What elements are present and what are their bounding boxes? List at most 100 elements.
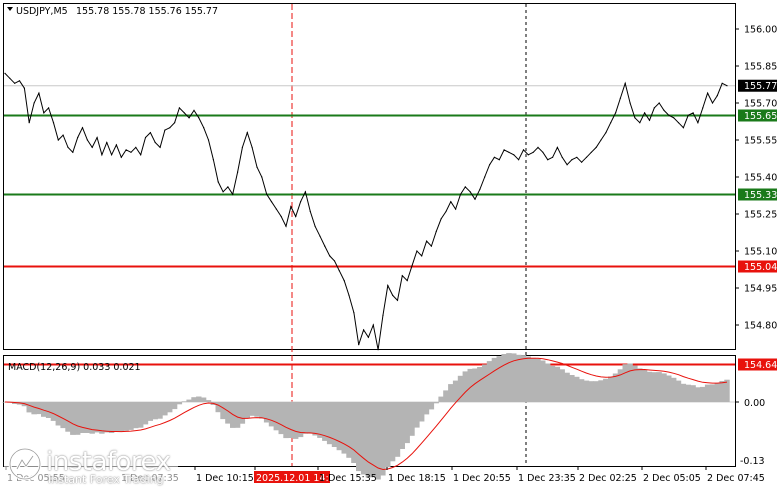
macd-bar bbox=[152, 402, 158, 420]
macd-bar bbox=[225, 402, 231, 424]
price-point bbox=[57, 139, 59, 141]
macd-bar bbox=[133, 402, 139, 429]
macd-bar bbox=[26, 402, 32, 413]
price-point bbox=[164, 129, 166, 131]
price-point bbox=[169, 127, 171, 129]
macd-bar bbox=[365, 402, 372, 478]
price-point bbox=[513, 154, 515, 156]
price-point bbox=[338, 270, 340, 272]
price-point bbox=[648, 119, 651, 121]
macd-bar bbox=[249, 402, 255, 416]
price-point bbox=[188, 117, 190, 119]
price-point bbox=[668, 114, 670, 116]
symbol-menu-icon[interactable] bbox=[7, 7, 13, 11]
macd-bar bbox=[438, 396, 444, 402]
price-point bbox=[392, 294, 394, 296]
macd-bar bbox=[583, 380, 590, 402]
macd-bar bbox=[268, 402, 275, 427]
price-axis-label: 155.25 bbox=[744, 210, 777, 221]
price-point bbox=[571, 159, 573, 161]
price-point bbox=[125, 149, 127, 151]
price-point bbox=[14, 82, 16, 84]
macd-bar bbox=[617, 369, 624, 402]
macd-bar bbox=[685, 384, 691, 402]
macd-bar bbox=[588, 381, 594, 402]
price-point bbox=[677, 122, 680, 124]
macd-bar bbox=[501, 354, 507, 402]
macd-bar bbox=[104, 402, 110, 433]
price-point bbox=[455, 208, 457, 210]
price-point bbox=[101, 154, 103, 156]
price-point bbox=[358, 344, 360, 346]
macd-bar bbox=[317, 402, 323, 438]
macd-bar bbox=[443, 390, 449, 402]
price-point bbox=[493, 156, 495, 158]
price-point bbox=[120, 156, 122, 158]
macd-bar bbox=[525, 356, 531, 402]
price-point bbox=[149, 132, 151, 134]
price-point bbox=[590, 151, 592, 153]
price-point bbox=[522, 149, 525, 151]
price-point bbox=[222, 191, 224, 193]
price-point bbox=[639, 122, 641, 124]
price-point bbox=[38, 92, 40, 94]
price-point bbox=[561, 156, 563, 158]
macd-bar bbox=[622, 364, 628, 402]
macd-bar bbox=[331, 402, 338, 447]
price-point bbox=[348, 294, 350, 296]
macd-bar bbox=[477, 367, 483, 402]
price-point bbox=[174, 122, 176, 124]
macd-bar bbox=[578, 379, 585, 402]
price-point bbox=[605, 132, 607, 134]
macd-bar bbox=[506, 353, 512, 402]
price-point bbox=[721, 82, 723, 84]
macd-bar bbox=[31, 402, 37, 415]
price-point bbox=[275, 208, 277, 210]
macd-bar bbox=[700, 386, 706, 402]
price-point bbox=[498, 159, 500, 161]
price-point bbox=[658, 102, 660, 104]
macd-bar bbox=[399, 402, 405, 449]
macd-bar bbox=[220, 402, 226, 420]
price-point bbox=[333, 260, 336, 262]
price-point bbox=[387, 284, 389, 287]
price-point bbox=[406, 280, 408, 282]
price-point bbox=[111, 154, 113, 156]
macd-bar bbox=[671, 377, 677, 402]
macd-bar bbox=[428, 402, 435, 410]
level-tag bbox=[738, 188, 777, 201]
macd-bar bbox=[482, 364, 488, 402]
price-point bbox=[716, 95, 718, 97]
macd-bar bbox=[709, 384, 716, 402]
macd-bar bbox=[574, 376, 580, 402]
macd-bar bbox=[452, 380, 459, 402]
price-point bbox=[232, 193, 234, 195]
price-point bbox=[518, 159, 520, 161]
macd-bar bbox=[138, 402, 144, 428]
price-point bbox=[581, 161, 583, 163]
price-point bbox=[503, 149, 505, 151]
price-point bbox=[217, 181, 219, 183]
macd-bar bbox=[167, 402, 173, 413]
macd-bar bbox=[457, 375, 464, 402]
price-point bbox=[207, 139, 210, 141]
macd-bar bbox=[326, 402, 333, 445]
price-point bbox=[445, 210, 447, 213]
price-point bbox=[459, 193, 462, 195]
level-tag bbox=[738, 358, 777, 371]
macd-bar bbox=[593, 381, 599, 402]
price-point bbox=[295, 215, 297, 218]
price-point bbox=[726, 85, 728, 87]
highlight-time-tag bbox=[254, 471, 330, 483]
macd-bar bbox=[511, 353, 517, 402]
macd-bar bbox=[433, 402, 439, 404]
price-point bbox=[552, 156, 554, 158]
macd-bar bbox=[666, 375, 672, 402]
price-point bbox=[542, 151, 544, 153]
macd-bar bbox=[646, 371, 653, 402]
price-point bbox=[566, 164, 568, 166]
macd-bar bbox=[394, 402, 401, 457]
macd-bar bbox=[162, 402, 168, 416]
macd-bar bbox=[99, 402, 105, 434]
price-point bbox=[23, 87, 25, 89]
